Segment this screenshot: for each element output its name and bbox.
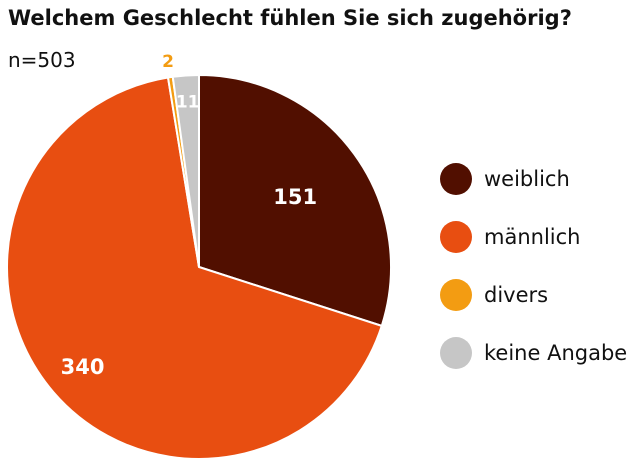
chart-title: Welchem Geschlecht fühlen Sie sich zugeh… — [8, 6, 572, 30]
legend-label-maennlich: männlich — [484, 225, 581, 249]
sample-size-label: n=503 — [8, 48, 76, 72]
legend-label-keine-angabe: keine Angabe — [484, 341, 628, 365]
data-label-maennlich: 340 — [61, 355, 105, 379]
legend-swatch-divers — [440, 279, 472, 311]
legend-label-divers: divers — [484, 283, 549, 307]
data-label-divers: 2 — [162, 52, 174, 72]
pie-slice-keine-angabe — [171, 73, 200, 268]
legend-item-weiblich: weiblich — [440, 160, 627, 198]
legend: weiblich männlich divers keine Angabe — [440, 160, 627, 392]
legend-swatch-maennlich — [440, 221, 472, 253]
legend-item-divers: divers — [440, 276, 627, 314]
pie-slice-maennlich — [6, 76, 384, 460]
data-label-keine-angabe: 11 — [176, 92, 200, 112]
legend-swatch-weiblich — [440, 163, 472, 195]
pie-slice-weiblich — [198, 73, 392, 328]
data-label-weiblich: 151 — [273, 185, 317, 209]
legend-label-weiblich: weiblich — [484, 167, 570, 191]
legend-item-keine-angabe: keine Angabe — [440, 334, 627, 372]
legend-swatch-keine-angabe — [440, 337, 472, 369]
legend-item-maennlich: männlich — [440, 218, 627, 256]
